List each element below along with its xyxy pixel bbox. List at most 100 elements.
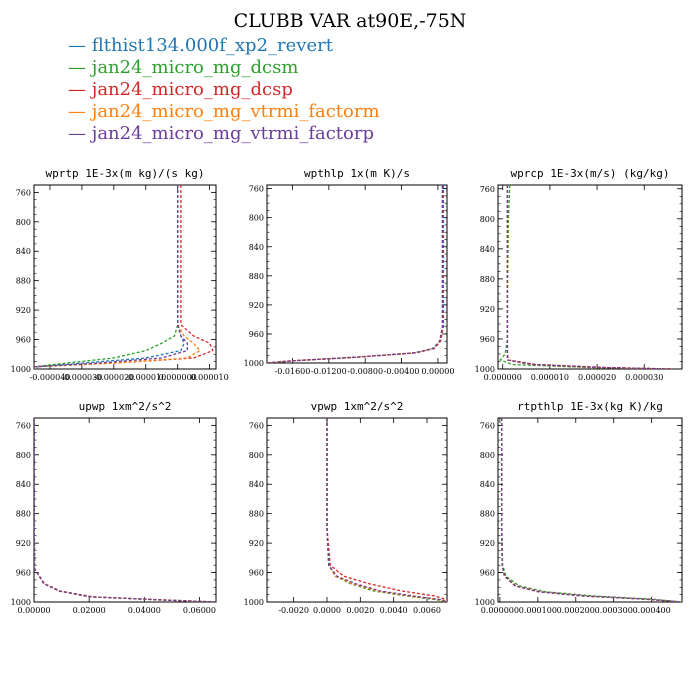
y-tick-label: 1000	[244, 359, 264, 368]
legend-label: jan24_micro_mg_vtrmi_factorp	[90, 123, 374, 144]
panel-title: wprtp 1E-3x(m kg)/(s kg)	[46, 167, 205, 180]
legend-entry: — jan24_micro_mg_vtrmi_factorp	[68, 123, 374, 144]
plot-frame	[497, 184, 683, 370]
legend-entry: — jan24_micro_mg_vtrmi_factorm	[68, 101, 380, 122]
series-line	[326, 418, 447, 602]
y-tick-label: 920	[249, 539, 264, 548]
y-tick-label: 960	[16, 336, 31, 345]
series-line	[506, 185, 673, 369]
chart-panel: upwp 1xm^2/s^2 760 800 840 880 920 960 10000.00…	[11, 400, 217, 615]
y-tick-label: 800	[249, 451, 264, 460]
x-tick-label: 0.000020	[578, 373, 616, 382]
x-tick-label: 0.000200	[557, 606, 595, 615]
y-tick-label: 760	[480, 185, 495, 194]
panel-title: rtpthlp 1E-3x(kg K)/kg	[517, 400, 663, 413]
panel-title: upwp 1xm^2/s^2	[79, 400, 172, 413]
y-tick-label: 960	[249, 569, 264, 578]
legend-label: jan24_micro_mg_vtrmi_factorm	[90, 101, 380, 122]
y-tick-label: 920	[16, 306, 31, 315]
y-tick-label: 1000	[11, 598, 31, 607]
y-tick-label: 920	[249, 301, 264, 310]
plot-frame	[266, 184, 448, 364]
y-tick-label: 840	[480, 480, 495, 489]
x-tick-label: -0.00400	[384, 367, 420, 376]
x-tick-label: 0.00000	[421, 367, 454, 376]
legend-entry: — jan24_micro_mg_dcsm	[68, 57, 298, 78]
x-tick-label: -0.01200	[311, 367, 347, 376]
panel-grid: wprtp 1E-3x(m kg)/(s kg) 760 800 840 880 920 9…	[11, 167, 683, 615]
y-tick-label: 1000	[11, 365, 31, 374]
legend-label: jan24_micro_mg_dcsp	[90, 79, 293, 100]
legend-label: flthist134.000f_xp2_revert	[92, 35, 334, 56]
y-tick-label: 1000	[475, 365, 495, 374]
y-tick-label: 1000	[475, 598, 495, 607]
y-tick-label: 840	[480, 245, 495, 254]
y-tick-label: 880	[249, 272, 264, 281]
legend-dash: —	[68, 123, 92, 144]
y-tick-label: 920	[480, 539, 495, 548]
y-tick-label: 760	[16, 188, 31, 197]
plot-frame	[266, 417, 448, 603]
legend-dash: —	[68, 35, 92, 56]
x-tick-label: 0.000030	[625, 373, 663, 382]
y-tick-label: 920	[16, 539, 31, 548]
x-tick-label: 0.04000	[128, 606, 161, 615]
y-tick-label: 880	[480, 510, 495, 519]
chart-panel: rtpthlp 1E-3x(kg K)/kg 760 800 840 880 920 960…	[475, 400, 683, 615]
y-tick-label: 760	[480, 421, 495, 430]
x-tick-label: 0.02000	[73, 606, 106, 615]
legend-dash: —	[68, 57, 92, 78]
x-tick-label: 0.000300	[595, 606, 633, 615]
x-tick-label: -0.00800	[347, 367, 383, 376]
x-tick-label: 0.00000	[17, 606, 50, 615]
x-tick-label: -0.000030	[61, 373, 102, 382]
x-tick-label: 0.0040	[380, 606, 408, 615]
legend-dash: —	[68, 101, 92, 122]
panel-title: wprcp 1E-3x(m/s) (kg/kg)	[511, 167, 670, 180]
x-tick-label: 0.0060	[413, 606, 441, 615]
legend-dash: —	[68, 79, 92, 100]
y-tick-label: 880	[249, 510, 264, 519]
x-tick-label: 0.06000	[183, 606, 216, 615]
x-tick-label: 0.000400	[633, 606, 671, 615]
panel-title: vpwp 1xm^2/s^2	[311, 400, 404, 413]
figure-title: CLUBB VAR at90E,-75N	[234, 10, 467, 32]
y-tick-label: 960	[16, 569, 31, 578]
y-tick-label: 840	[249, 243, 264, 252]
y-tick-label: 880	[16, 277, 31, 286]
y-tick-label: 840	[16, 247, 31, 256]
chart-panel: vpwp 1xm^2/s^2 760 800 840 880 920 960 1000 -0.0…	[244, 400, 448, 615]
x-tick-label: -0.000040	[30, 373, 71, 382]
y-tick-label: 800	[249, 214, 264, 223]
x-tick-label: 0.000000	[159, 373, 197, 382]
x-tick-label: 0.000100	[519, 606, 557, 615]
series-line	[34, 185, 188, 369]
series-line	[34, 185, 214, 369]
x-tick-label: 0.000010	[531, 373, 569, 382]
x-tick-label: -0.000010	[125, 373, 166, 382]
x-tick-label: -0.01600	[275, 367, 311, 376]
y-tick-label: 760	[249, 421, 264, 430]
x-tick-label: 0.0000	[313, 606, 341, 615]
series-line	[501, 418, 682, 602]
y-tick-label: 800	[480, 215, 495, 224]
y-tick-label: 840	[249, 480, 264, 489]
panel-title: wpthlp 1x(m K)/s	[304, 167, 410, 180]
legend-entry: — jan24_micro_mg_dcsp	[68, 79, 293, 100]
plot-frame	[33, 184, 217, 370]
y-tick-label: 960	[480, 569, 495, 578]
y-tick-label: 840	[16, 480, 31, 489]
y-tick-label: 880	[16, 510, 31, 519]
y-tick-label: 960	[480, 335, 495, 344]
y-tick-label: 880	[480, 275, 495, 284]
x-tick-label: 0.000000	[484, 373, 522, 382]
y-tick-label: 920	[480, 305, 495, 314]
y-tick-label: 1000	[244, 598, 264, 607]
y-tick-label: 800	[16, 218, 31, 227]
x-tick-label: -0.0020	[278, 606, 309, 615]
legend: — flthist134.000f_xp2_revert — jan24_mic…	[68, 35, 380, 144]
y-tick-label: 960	[249, 330, 264, 339]
plot-frame	[497, 417, 683, 603]
series-line	[267, 185, 444, 363]
